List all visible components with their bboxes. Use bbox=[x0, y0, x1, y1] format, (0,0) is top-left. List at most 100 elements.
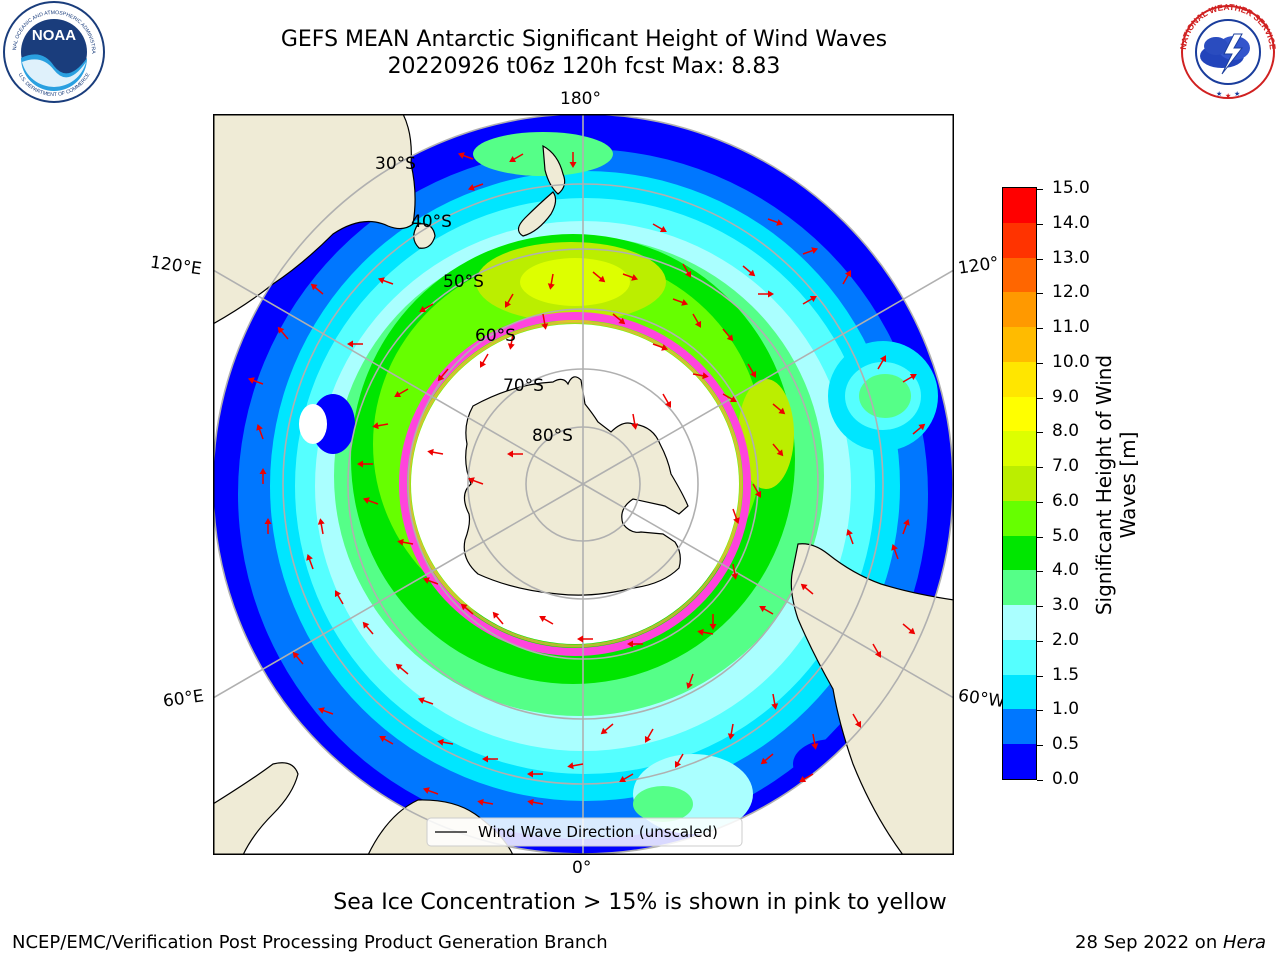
colorbar-tick-label: 7.0 bbox=[1052, 456, 1080, 477]
wave-direction-arrow bbox=[662, 393, 672, 408]
wave-direction-arrow bbox=[507, 333, 515, 350]
south-america-landmass bbox=[790, 543, 954, 855]
colorbar-tick bbox=[1037, 745, 1043, 747]
wave-direction-arrow bbox=[377, 277, 394, 285]
wave-direction-arrow bbox=[417, 697, 434, 705]
wave-direction-arrow bbox=[686, 673, 694, 690]
lon-label-60w: 60°W bbox=[956, 685, 1007, 713]
wave-direction-arrow bbox=[902, 373, 917, 383]
wave-direction-arrow bbox=[379, 735, 394, 745]
wave-direction-arrow bbox=[292, 651, 304, 665]
colorbar-tick bbox=[1037, 571, 1043, 573]
polar-stereographic-map: 30°S 40°S 50°S 60°S 70°S 80°S Wind Wave … bbox=[213, 114, 954, 855]
wave-direction-arrow bbox=[347, 340, 363, 348]
colorbar-segment bbox=[1003, 222, 1036, 258]
wave-direction-arrow bbox=[334, 590, 344, 605]
wave-direction-arrow bbox=[397, 538, 414, 546]
wave-direction-arrow bbox=[891, 543, 899, 560]
wave-direction-arrow bbox=[259, 468, 267, 484]
lat-label-50s: 50°S bbox=[443, 272, 484, 292]
wave-direction-arrow bbox=[264, 518, 272, 534]
wave-direction-arrow bbox=[539, 615, 554, 625]
colorbar-tick bbox=[1037, 189, 1043, 190]
colorbar-tick-label: 8.0 bbox=[1052, 421, 1080, 442]
wave-direction-arrow bbox=[247, 377, 264, 385]
lon-label-120e: 120°E bbox=[148, 252, 203, 280]
wave-direction-arrow bbox=[317, 707, 334, 715]
wave-direction-arrow bbox=[631, 413, 639, 430]
lat-label-80s: 80°S bbox=[532, 426, 573, 446]
lon-label-120w: 120° bbox=[956, 253, 1001, 279]
colorbar-segment bbox=[1003, 361, 1036, 397]
wave-direction-arrow bbox=[692, 313, 702, 328]
svg-text:★: ★ bbox=[1234, 90, 1240, 98]
wave-direction-arrow bbox=[427, 448, 444, 456]
lat-label-70s: 70°S bbox=[503, 376, 544, 396]
wave-direction-arrow bbox=[317, 518, 325, 535]
wave-direction-arrow bbox=[732, 508, 740, 525]
wave-direction-arrow bbox=[422, 577, 439, 585]
wave-direction-arrow bbox=[577, 635, 593, 643]
colorbar-tick-label: 0.0 bbox=[1052, 769, 1080, 789]
wave-direction-arrow bbox=[477, 798, 494, 806]
wave-direction-arrow bbox=[527, 798, 544, 806]
colorbar-tick bbox=[1037, 223, 1043, 225]
wave-direction-arrow bbox=[362, 497, 379, 505]
colorbar-segment bbox=[1003, 535, 1036, 571]
wave-direction-arrow bbox=[567, 762, 584, 770]
wave-direction-arrow bbox=[759, 605, 774, 615]
lat-label-30s: 30°S bbox=[375, 154, 416, 174]
colorbar-tick-label: 6.0 bbox=[1052, 490, 1080, 511]
colorbar-segment bbox=[1003, 500, 1036, 536]
colorbar-segment bbox=[1003, 639, 1036, 675]
svg-text:★: ★ bbox=[1225, 92, 1231, 100]
wave-direction-arrow bbox=[479, 353, 489, 368]
colorbar-tick bbox=[1037, 606, 1043, 608]
wave-direction-arrow bbox=[902, 518, 910, 535]
colorbar bbox=[1002, 187, 1037, 780]
wave-direction-arrow bbox=[672, 298, 689, 306]
colorbar-tick bbox=[1037, 328, 1043, 330]
colorbar-tick-label: 9.0 bbox=[1052, 386, 1080, 407]
colorbar-segment bbox=[1003, 188, 1036, 223]
colorbar-segment bbox=[1003, 292, 1036, 328]
wave-direction-arrow bbox=[771, 693, 779, 710]
wave-direction-arrow bbox=[767, 218, 784, 226]
wave-direction-arrow bbox=[727, 723, 735, 740]
wave-direction-arrow bbox=[877, 355, 887, 370]
chart-title: GEFS MEAN Antarctic Significant Height o… bbox=[280, 27, 888, 52]
footer-date: 28 Sep 2022 on Hera bbox=[1075, 932, 1266, 953]
map-legend: Wind Wave Direction (unscaled) bbox=[426, 817, 743, 847]
colorbar-tick-label: 5.0 bbox=[1052, 525, 1080, 546]
wave-direction-arrow bbox=[569, 152, 577, 168]
colorbar-segment bbox=[1003, 466, 1036, 501]
footer-credit: NCEP/EMC/Verification Post Processing Pr… bbox=[12, 932, 608, 953]
wave-direction-arrow bbox=[612, 313, 626, 325]
wave-direction-arrow bbox=[752, 483, 762, 498]
wave-direction-arrow bbox=[507, 450, 523, 458]
wave-direction-arrow bbox=[460, 603, 474, 615]
wave-direction-arrow bbox=[682, 263, 692, 278]
wave-direction-arrow bbox=[772, 443, 784, 457]
wave-direction-arrow bbox=[482, 755, 498, 763]
svg-text:★: ★ bbox=[1216, 90, 1222, 98]
colorbar-tick bbox=[1037, 780, 1043, 781]
wave-direction-arrow bbox=[731, 563, 739, 580]
wave-direction-arrow bbox=[457, 152, 474, 160]
wave-direction-arrow bbox=[357, 460, 373, 468]
wave-direction-arrow bbox=[800, 583, 814, 595]
colorbar-tick bbox=[1037, 293, 1043, 295]
colorbar-tick-label: 3.0 bbox=[1052, 595, 1080, 616]
colorbar-segment bbox=[1003, 327, 1036, 362]
wave-direction-arrow bbox=[802, 247, 819, 255]
colorbar-tick-label: 4.0 bbox=[1052, 560, 1080, 581]
wave-direction-arrow bbox=[747, 363, 757, 378]
colorbar-tick bbox=[1037, 640, 1043, 642]
colorbar-segment bbox=[1003, 605, 1036, 640]
wave-direction-arrow bbox=[600, 723, 614, 735]
colorbar-segment bbox=[1003, 570, 1036, 606]
colorbar-tick bbox=[1037, 675, 1043, 677]
wave-direction-arrow bbox=[277, 326, 289, 340]
wave-direction-arrow bbox=[306, 553, 314, 570]
wave-direction-arrow bbox=[652, 343, 669, 351]
